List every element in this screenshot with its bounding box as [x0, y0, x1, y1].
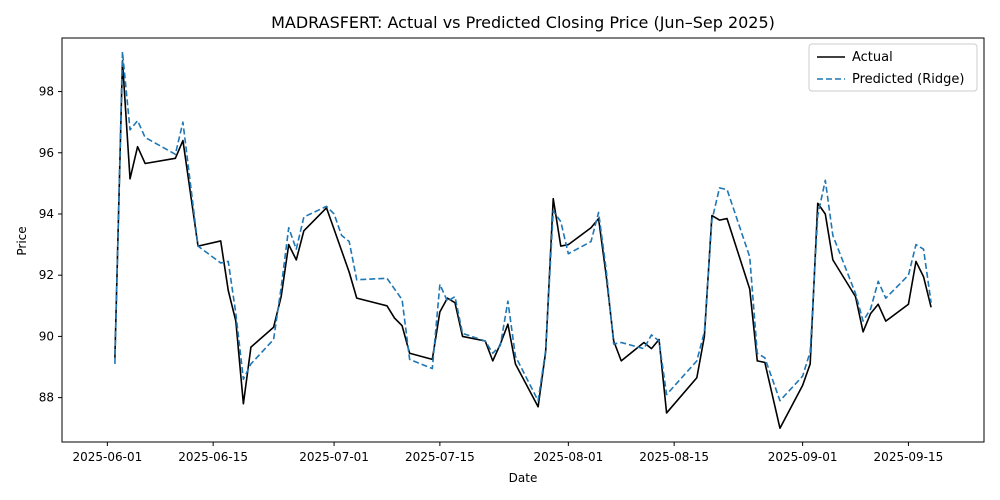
x-axis: 2025-06-01 2025-06-15 2025-07-01 2025-07-15… — [72, 442, 943, 464]
legend-label: Actual — [852, 50, 893, 65]
x-axis-label: Date — [509, 471, 538, 485]
x-tick-label: 2025-06-01 — [72, 450, 142, 464]
x-tick-label: 2025-08-15 — [639, 450, 709, 464]
y-tick-label: 92 — [39, 268, 54, 282]
y-tick-label: 94 — [39, 207, 54, 221]
y-tick-label: 98 — [39, 85, 54, 99]
x-tick-label: 2025-07-15 — [405, 450, 475, 464]
chart-title: MADRASFERT: Actual vs Predicted Closing … — [271, 13, 775, 32]
legend-box — [808, 43, 978, 92]
plot-frame — [61, 37, 985, 443]
y-axis-label: Price — [15, 226, 29, 255]
x-tick-label: 2025-09-15 — [874, 450, 944, 464]
x-tick-label: 2025-06-15 — [178, 450, 248, 464]
series-line-predicted — [114, 50, 932, 402]
x-tick-label: 2025-09-01 — [768, 450, 838, 464]
y-tick-label: 90 — [39, 329, 54, 343]
y-tick-label: 88 — [39, 391, 54, 405]
y-tick-label: 96 — [39, 146, 54, 160]
x-tick-label: 2025-08-01 — [533, 450, 603, 464]
legend: Actual Predicted (Ridge) — [808, 43, 978, 92]
y-axis: 88 90 92 94 96 98 — [39, 85, 62, 405]
x-tick-label: 2025-07-01 — [299, 450, 369, 464]
plot-area — [114, 50, 932, 430]
series-line-actual — [114, 60, 932, 430]
legend-label: Predicted (Ridge) — [852, 72, 964, 87]
